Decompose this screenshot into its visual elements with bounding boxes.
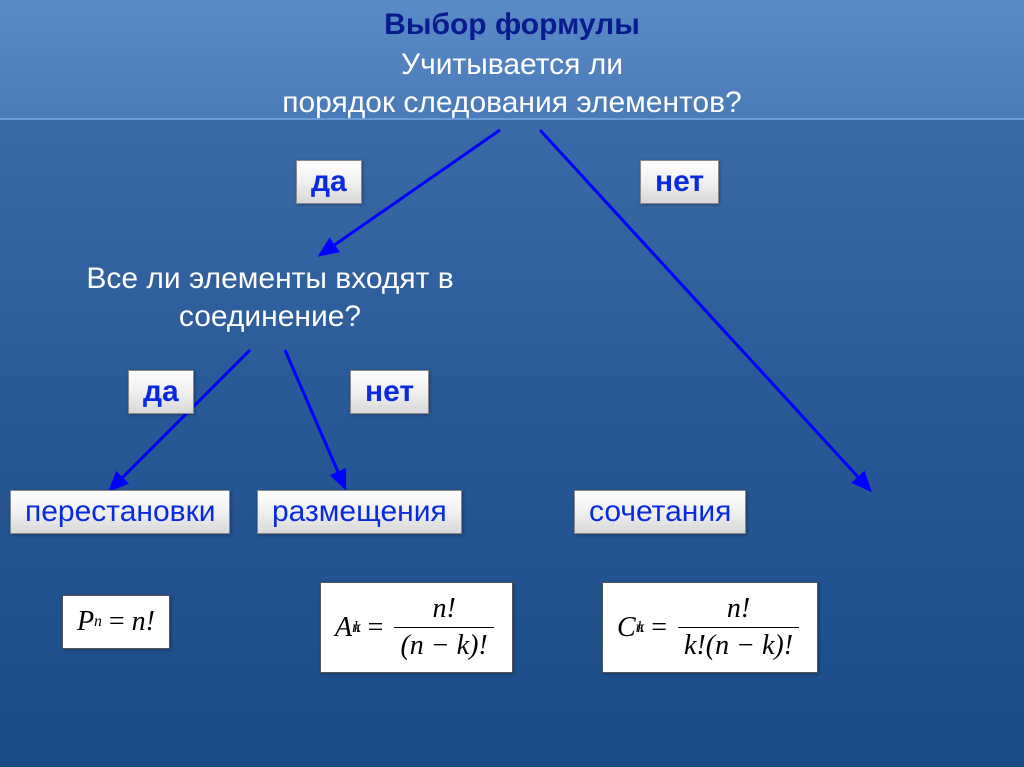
formula-a-den: (n − k)! — [394, 627, 493, 662]
formula-c-sup: k — [637, 619, 644, 637]
question-1-line1: Учитывается ли — [401, 48, 623, 81]
formula-p-rhs: n! — [132, 606, 155, 638]
formula-arrangements: Ank = n! (n − k)! — [320, 582, 513, 673]
node-no2: нет — [350, 370, 429, 414]
formula-c-symbol: C — [617, 612, 636, 644]
node-arrangements: размещения — [257, 490, 462, 534]
main-title: Выбор формулы — [0, 8, 1024, 42]
formula-combinations: Cnk = n! k!(n − k)! — [602, 582, 818, 673]
formula-p-symbol: P — [77, 606, 94, 638]
formula-a-num: n! — [426, 593, 461, 627]
formula-a-sup: k — [354, 619, 361, 637]
node-yes2: да — [128, 370, 194, 414]
formula-c-den: k!(n − k)! — [678, 627, 799, 662]
node-permutations: перестановки — [10, 490, 230, 534]
question-1: Учитывается ли порядок следования элемен… — [0, 46, 1024, 121]
arrow-no2 — [285, 350, 345, 488]
question-2-line1: Все ли элементы входят в — [86, 262, 453, 295]
formula-p-sub: n — [94, 613, 102, 631]
node-yes1: да — [296, 160, 362, 204]
formula-permutations: Pn = n! — [62, 595, 170, 649]
formula-c-num: n! — [721, 593, 756, 627]
node-no1: нет — [640, 160, 719, 204]
question-2-line2: соединение? — [179, 300, 361, 333]
question-2: Все ли элементы входят в соединение? — [60, 260, 480, 335]
formula-a-symbol: A — [335, 612, 352, 644]
question-1-line2: порядок следования элементов? — [282, 86, 742, 119]
node-combinations: сочетания — [574, 490, 746, 534]
